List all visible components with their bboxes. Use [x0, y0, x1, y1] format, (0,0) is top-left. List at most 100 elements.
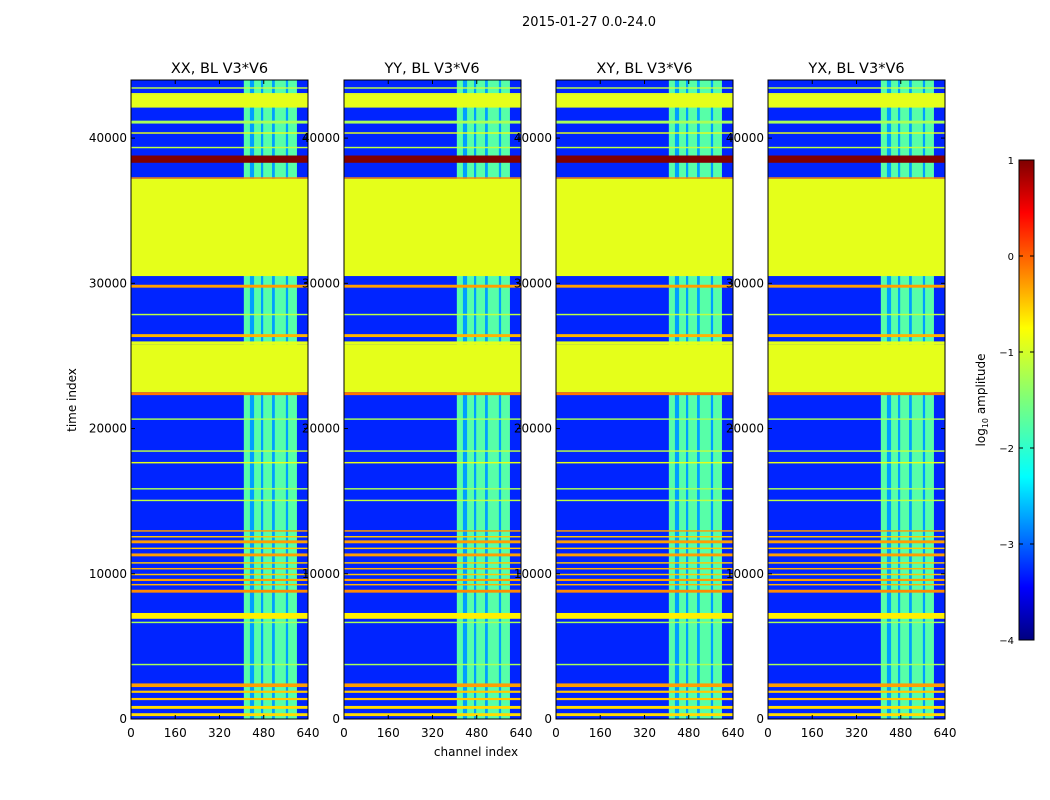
time-band-row: [556, 120, 733, 124]
x-tick-label: 480: [889, 726, 912, 740]
time-band-row: [768, 547, 945, 550]
time-band-row: [556, 697, 733, 701]
time-band-row: [131, 621, 308, 624]
y-tick-label: 0: [119, 712, 127, 726]
x-tick-label: 160: [377, 726, 400, 740]
time-band-row: [344, 705, 521, 709]
heatmap-yx: [768, 80, 945, 719]
time-band-row: [768, 93, 945, 95]
y-tick-label: 20000: [89, 422, 127, 436]
heatmap-xx: [131, 80, 308, 719]
time-band-row: [131, 132, 308, 134]
time-band-row: [556, 488, 733, 490]
y-tick-label: 10000: [89, 567, 127, 581]
time-band-row: [131, 536, 308, 538]
time-band-row: [131, 705, 308, 709]
time-band-row: [768, 621, 945, 624]
time-band-row: [768, 578, 945, 582]
rfi-channel-stripe: [498, 80, 502, 719]
time-band-row: [556, 589, 733, 593]
y-tick-label: 0: [756, 712, 764, 726]
time-band-row: [556, 562, 733, 564]
time-band-row: [344, 697, 521, 701]
flagged-time-range: [556, 178, 733, 277]
x-tick-label: 320: [421, 726, 444, 740]
time-band-row: [556, 93, 733, 95]
panel-title-yx: YX, BL V3*V6: [807, 61, 904, 77]
time-band-row: [344, 450, 521, 452]
colorbar-tick-label: −1: [999, 348, 1014, 359]
x-tick-label: 160: [164, 726, 187, 740]
flagged-time-range: [768, 178, 945, 277]
flagged-time-range: [556, 94, 733, 108]
time-band-row: [344, 567, 521, 570]
time-band-row: [556, 334, 733, 338]
time-band-row: [344, 553, 521, 557]
time-band-row: [768, 536, 945, 538]
y-tick-label: 30000: [726, 276, 764, 290]
time-band-row: [556, 530, 733, 532]
flagged-time-range: [344, 178, 521, 277]
x-tick-label: 160: [801, 726, 824, 740]
time-band-row: [131, 683, 308, 688]
time-band-row: [768, 313, 945, 316]
time-band-row: [344, 418, 521, 420]
strong-time-row: [768, 155, 945, 163]
time-band-row: [131, 690, 308, 693]
time-band-row: [556, 418, 733, 420]
time-band-row: [768, 540, 945, 544]
panel-xy: XY, BL V3*V6 0 160 320 480 640 0 10000 20000 300…: [514, 61, 745, 740]
time-band-row: [556, 146, 733, 149]
strong-time-row: [556, 155, 733, 163]
time-band-row: [131, 146, 308, 149]
strong-time-row: [556, 392, 733, 396]
time-band-row: [556, 461, 733, 464]
time-band-row: [344, 488, 521, 490]
time-band-row: [768, 146, 945, 149]
time-band-row: [344, 284, 521, 288]
time-band-row: [344, 540, 521, 544]
time-band-row: [768, 567, 945, 570]
time-band-row: [131, 284, 308, 288]
strong-time-row: [131, 155, 308, 163]
time-band-row: [768, 488, 945, 490]
time-band-row: [131, 499, 308, 502]
strong-time-row: [344, 177, 521, 179]
y-tick-label: 10000: [302, 567, 340, 581]
rfi-channel-stripe: [710, 80, 714, 719]
time-band-row: [131, 461, 308, 464]
panel-title-xx: XX, BL V3*V6: [171, 61, 268, 77]
time-band-row: [556, 621, 733, 624]
time-band-row: [768, 583, 945, 586]
flagged-time-range: [131, 94, 308, 108]
time-band-row: [768, 705, 945, 709]
time-band-row: [556, 313, 733, 316]
rfi-channel-stripe: [886, 80, 892, 719]
x-tick-label: 640: [510, 726, 533, 740]
time-band-row: [768, 499, 945, 502]
axes-xy: 0 160 320 480 640 0 10000 20000 30000 40000: [514, 79, 745, 740]
time-band-row: [131, 583, 308, 586]
time-band-row: [131, 313, 308, 316]
time-band-row: [768, 284, 945, 288]
rfi-channel-stripe: [249, 80, 255, 719]
strong-time-row: [344, 392, 521, 396]
x-tick-label: 640: [722, 726, 745, 740]
time-band-row: [556, 284, 733, 288]
colorbar-ticks: 1 0 −1 −2 −3 −4: [999, 156, 1034, 647]
time-band-row: [768, 120, 945, 124]
strong-time-row: [556, 177, 733, 179]
time-band-row: [556, 583, 733, 586]
rfi-channel-stripe: [897, 80, 901, 719]
time-band-row: [556, 87, 733, 89]
time-band-row: [556, 536, 733, 538]
time-band-row: [344, 547, 521, 550]
time-band-row: [768, 690, 945, 693]
time-band-row: [344, 334, 521, 338]
rfi-channel-stripe: [685, 80, 689, 719]
panel-title-xy: XY, BL V3*V6: [596, 61, 692, 77]
colorbar-label-base: log: [974, 428, 988, 446]
time-band-row: [344, 530, 521, 532]
y-tick-label: 30000: [302, 276, 340, 290]
time-band-row: [768, 530, 945, 532]
